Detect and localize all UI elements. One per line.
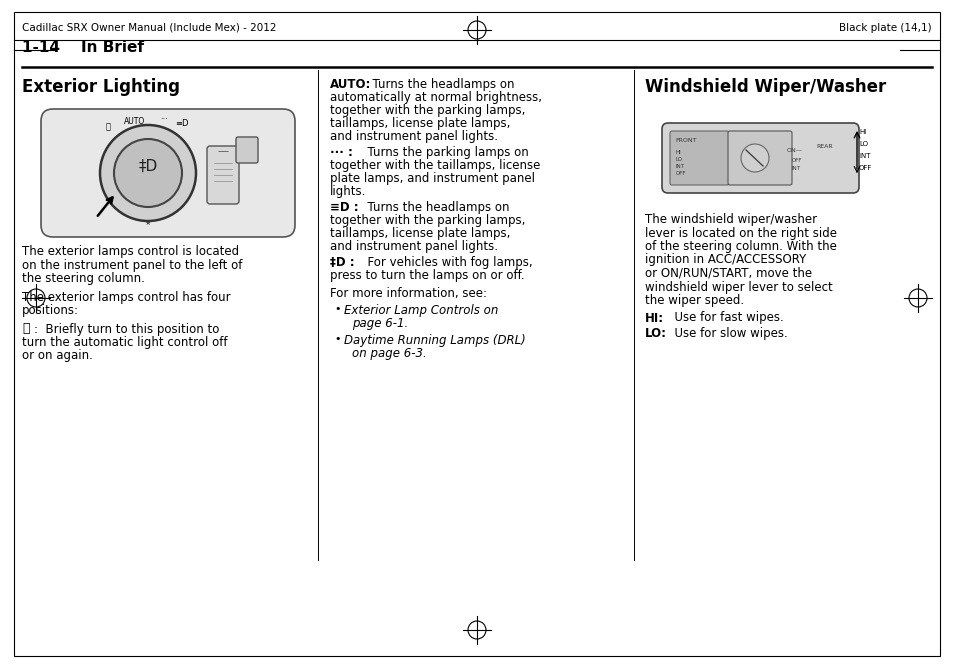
Text: For vehicles with fog lamps,: For vehicles with fog lamps, [359,256,532,269]
FancyBboxPatch shape [207,146,239,204]
Text: the wiper speed.: the wiper speed. [644,294,743,307]
Text: or ON/RUN/START, move the: or ON/RUN/START, move the [644,267,811,280]
FancyBboxPatch shape [669,131,728,185]
Text: windshield wiper lever to select: windshield wiper lever to select [644,281,832,293]
Text: ignition in ACC/ACCESSORY: ignition in ACC/ACCESSORY [644,253,805,267]
Text: For more information, see:: For more information, see: [330,287,486,300]
Text: HI:: HI: [644,311,663,325]
Text: Turns the headlamps on: Turns the headlamps on [365,78,514,91]
Text: on the instrument panel to the left of: on the instrument panel to the left of [22,259,242,271]
Text: Use for slow wipes.: Use for slow wipes. [666,327,787,340]
Text: ‡D :: ‡D : [330,256,355,269]
Text: press to turn the lamps on or off.: press to turn the lamps on or off. [330,269,524,282]
Text: •: • [334,334,340,344]
Text: and instrument panel lights.: and instrument panel lights. [330,130,497,143]
Text: Turns the headlamps on: Turns the headlamps on [359,201,509,214]
Text: page 6-1.: page 6-1. [352,317,408,330]
Text: ⏽: ⏽ [106,122,111,132]
FancyBboxPatch shape [41,109,294,237]
Text: AUTO:: AUTO: [330,78,371,91]
Text: Exterior Lamp Controls on: Exterior Lamp Controls on [344,304,497,317]
Text: 1-14    In Brief: 1-14 In Brief [22,40,144,55]
Text: :  Briefly turn to this position to: : Briefly turn to this position to [34,323,219,335]
Text: Windshield Wiper/Washer: Windshield Wiper/Washer [644,78,885,96]
Circle shape [100,125,195,221]
Text: HI: HI [858,129,865,135]
Text: The windshield wiper/washer: The windshield wiper/washer [644,213,817,226]
Text: HI: HI [676,150,681,155]
Text: OFF: OFF [858,165,871,171]
Text: taillamps, license plate lamps,: taillamps, license plate lamps, [330,227,510,240]
Text: ★: ★ [145,220,151,226]
Text: on page 6-3.: on page 6-3. [352,347,426,360]
Text: The exterior lamps control has four: The exterior lamps control has four [22,291,231,303]
Text: Exterior Lighting: Exterior Lighting [22,78,180,96]
Text: or on again.: or on again. [22,349,92,363]
Text: Turns the parking lamps on: Turns the parking lamps on [359,146,528,159]
Text: turn the automatic light control off: turn the automatic light control off [22,336,227,349]
Text: the steering column.: the steering column. [22,272,145,285]
Text: LO:: LO: [644,327,666,340]
Text: LO: LO [858,141,867,147]
Text: ≡D :: ≡D : [330,201,358,214]
Text: ⏽: ⏽ [22,323,30,335]
Text: INT: INT [858,153,869,159]
Text: together with the parking lamps,: together with the parking lamps, [330,104,525,117]
Text: —: — [217,146,229,156]
Text: Daytime Running Lamps (DRL): Daytime Running Lamps (DRL) [344,334,525,347]
Text: Use for fast wipes.: Use for fast wipes. [666,311,783,325]
Text: taillamps, license plate lamps,: taillamps, license plate lamps, [330,117,510,130]
Text: positions:: positions: [22,304,79,317]
Text: LO: LO [676,157,682,162]
Text: of the steering column. With the: of the steering column. With the [644,240,836,253]
Text: lights.: lights. [330,185,366,198]
Text: Cadillac SRX Owner Manual (Include Mex) - 2012: Cadillac SRX Owner Manual (Include Mex) … [22,23,276,33]
Text: lever is located on the right side: lever is located on the right side [644,226,836,240]
Text: plate lamps, and instrument panel: plate lamps, and instrument panel [330,172,535,185]
Text: automatically at normal brightness,: automatically at normal brightness, [330,91,541,104]
Text: ≡D: ≡D [175,118,189,128]
Text: AUTO: AUTO [124,116,146,126]
Text: INT: INT [676,164,684,169]
Text: OFF: OFF [791,158,801,162]
Text: together with the parking lamps,: together with the parking lamps, [330,214,525,227]
Circle shape [113,139,182,207]
Text: and instrument panel lights.: and instrument panel lights. [330,240,497,253]
Text: OFF: OFF [676,171,686,176]
Text: INT: INT [791,166,801,170]
Text: •: • [334,304,340,314]
Text: ··· :: ··· : [330,146,353,159]
Text: ‡D: ‡D [138,158,157,174]
Circle shape [740,144,768,172]
Text: ···: ··· [160,116,168,124]
FancyBboxPatch shape [727,131,791,185]
Text: FRONT: FRONT [675,138,696,142]
Text: REAR: REAR [816,144,832,148]
FancyBboxPatch shape [661,123,858,193]
Text: together with the taillamps, license: together with the taillamps, license [330,159,539,172]
FancyBboxPatch shape [235,137,257,163]
Text: Black plate (14,1): Black plate (14,1) [839,23,931,33]
Text: ON—: ON— [786,148,802,152]
Text: The exterior lamps control is located: The exterior lamps control is located [22,245,239,258]
